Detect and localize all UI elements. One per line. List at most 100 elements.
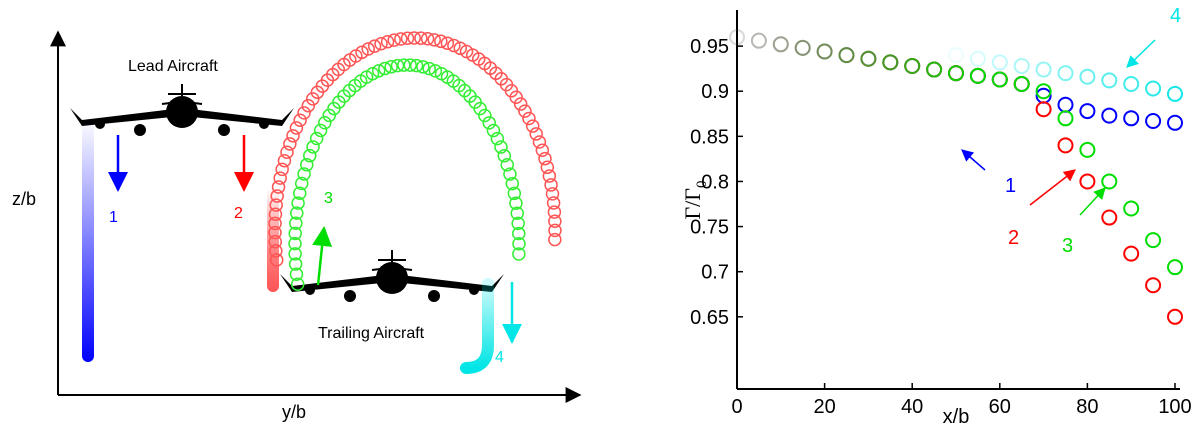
data-point	[1013, 57, 1030, 74]
vortex-ring	[518, 104, 532, 118]
vortex-ring	[494, 140, 508, 154]
vortex-ring	[365, 66, 380, 81]
series-label: 4	[1170, 5, 1181, 27]
vortex-ring	[380, 34, 395, 49]
vortex-1	[82, 118, 94, 362]
vortex-ring	[322, 108, 337, 123]
vortex-ring	[409, 58, 424, 73]
vortex-ring	[394, 32, 408, 46]
vortex-number: 3	[324, 190, 333, 207]
vortex-number: 2	[234, 205, 243, 222]
y-tick-label: 0.7	[701, 262, 729, 284]
data-point	[750, 32, 767, 49]
vortex-ring	[497, 149, 512, 163]
x-axis-label: x/b	[943, 406, 970, 428]
vortex-ring	[540, 160, 555, 175]
data-point	[816, 43, 833, 60]
vortex-ring	[269, 253, 284, 267]
vortex-ring	[300, 157, 314, 172]
y-tick-label: 0.75	[690, 217, 729, 239]
vortex-ring	[511, 216, 525, 231]
data-point	[750, 32, 767, 49]
vortex-ring	[268, 235, 283, 249]
x-tick-label: 80	[1076, 396, 1098, 418]
vortex-number: 4	[495, 349, 504, 366]
vortex-ring	[269, 198, 283, 212]
vortex-ring	[509, 196, 523, 210]
vortex-ring	[509, 90, 523, 105]
vortex-ring	[427, 33, 441, 47]
vortex-ring	[420, 32, 435, 46]
vortex-ring	[355, 45, 369, 60]
vortex-arcs	[268, 31, 562, 292]
data-point	[1057, 110, 1074, 127]
data-point	[1079, 173, 1096, 190]
y-axis-label: Γ/Γ0	[680, 180, 710, 219]
vortex-ring	[505, 176, 520, 191]
y-tick-label: 0.65	[690, 307, 729, 329]
vortex-ring	[512, 226, 526, 241]
vortex-ring	[288, 247, 302, 261]
data-point	[772, 36, 789, 53]
vortex-ring	[269, 244, 283, 258]
lead-label: Lead Aircraft	[128, 58, 218, 75]
data-point	[1101, 209, 1118, 226]
vortex-ring	[486, 123, 501, 138]
data-point	[729, 29, 745, 46]
vortex-ring	[500, 158, 515, 172]
vortex-ring	[538, 151, 552, 166]
vortex-ring	[290, 277, 305, 292]
data-point	[969, 50, 986, 67]
data-point	[1145, 277, 1162, 294]
data-point	[1123, 75, 1140, 92]
vortex-ring	[478, 108, 492, 123]
data-point	[1013, 75, 1030, 92]
data-point	[794, 39, 811, 56]
data-point	[1123, 110, 1140, 127]
vortex-ring	[318, 115, 332, 130]
data-point	[1079, 141, 1096, 158]
vortex-ring	[283, 137, 297, 151]
vortex-ring	[400, 31, 415, 46]
data-point	[1167, 308, 1183, 325]
vortex-ring	[297, 106, 311, 120]
data-point	[926, 61, 943, 78]
vortex-ring	[416, 60, 430, 74]
vortex-ring	[293, 113, 307, 128]
data-point	[816, 43, 833, 60]
data-point	[882, 54, 899, 71]
vortex-ring	[535, 143, 550, 157]
y-label-main: Γ/Γ	[680, 188, 705, 220]
vortex-ring	[288, 226, 302, 241]
vortex-ring	[309, 131, 324, 146]
x-tick-label: 40	[901, 396, 923, 418]
vortex-ring	[482, 116, 497, 130]
vortex-ring	[529, 127, 543, 141]
vortex-ring	[374, 36, 388, 51]
vortex-ring	[453, 41, 468, 56]
vortex-ring	[548, 214, 562, 228]
vortex-ring	[280, 145, 294, 159]
y-label-sub: 0	[694, 180, 710, 188]
data-point	[1167, 259, 1183, 276]
vortex-ring	[532, 135, 547, 149]
vortex-ring	[407, 31, 421, 45]
vortex-ring	[297, 167, 311, 181]
x-tick-label: 0	[731, 396, 742, 418]
data-point	[772, 36, 789, 53]
trailing-label: Trailing Aircraft	[318, 325, 425, 342]
vortex-ring	[367, 39, 382, 53]
vortex-ring	[289, 216, 303, 230]
vortex-ring	[387, 33, 401, 47]
y-label: y/b	[282, 402, 306, 422]
vortex-ring	[434, 34, 448, 49]
vortex-ring	[270, 189, 284, 203]
vortex-ring	[378, 61, 392, 76]
vortex-ring	[288, 236, 302, 251]
data-point	[860, 50, 877, 67]
chart: 0.650.70.750.80.850.90.950 20 40 60 80 100x/b…	[680, 5, 1192, 428]
data-point	[1035, 101, 1052, 118]
vortex-ring	[510, 206, 524, 220]
lead-aircraft	[69, 83, 295, 137]
